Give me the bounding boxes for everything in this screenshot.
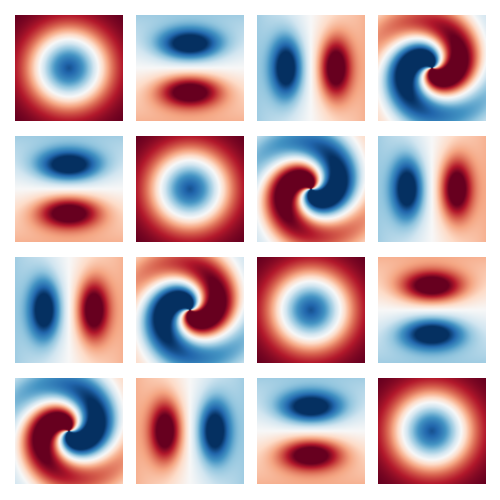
heatmap-panel-3-3 (257, 257, 365, 363)
heatmap-panel-1-4 (378, 15, 486, 121)
heatmap-panel-4-3 (257, 378, 365, 484)
heatmap-panel-4-4 (378, 378, 486, 484)
heatmap-panel-4-1 (15, 378, 123, 484)
heatmap-panel-2-3 (257, 136, 365, 242)
heatmap-panel-3-2 (136, 257, 244, 363)
heatmap-panel-3-4 (378, 257, 486, 363)
heatmap-panel-2-4 (378, 136, 486, 242)
heatmap-panel-2-1 (15, 136, 123, 242)
heatmap-panel-2-2 (136, 136, 244, 242)
heatmap-panel-1-1 (15, 15, 123, 121)
heatmap-panel-1-2 (136, 15, 244, 121)
heatmap-panel-3-1 (15, 257, 123, 363)
heatmap-panel-4-2 (136, 378, 244, 484)
heatmap-panel-1-3 (257, 15, 365, 121)
